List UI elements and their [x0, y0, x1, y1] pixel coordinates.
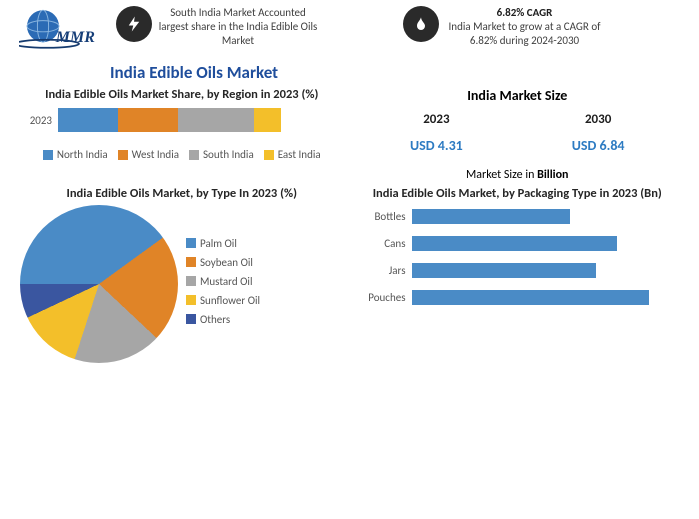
packaging-bar-fill: [412, 263, 596, 278]
pie-legend-item: Mustard Oil: [186, 275, 260, 288]
mmr-logo: MMR: [18, 6, 108, 56]
region-legend: North India West India South India East Ind…: [20, 148, 344, 161]
legend-label: East India: [278, 148, 321, 161]
ms-val-0: USD 4.31: [410, 137, 463, 154]
region-legend-item: North India: [43, 148, 108, 161]
callout-south-india: South India Market Accounted largest sha…: [116, 6, 395, 47]
callout-cagr-text: 6.82% CAGR India Market to grow at a CAG…: [445, 6, 605, 47]
callout-cagr: 6.82% CAGR India Market to grow at a CAG…: [403, 6, 682, 47]
legend-swatch: [264, 150, 274, 160]
legend-swatch: [186, 238, 196, 248]
legend-swatch: [186, 295, 196, 305]
region-stack-bar: [58, 108, 344, 132]
type-pie-title: India Edible Oils Market, by Type In 202…: [20, 186, 344, 201]
cagr-lead: 6.82% CAGR: [445, 6, 605, 20]
region-legend-item: East India: [264, 148, 321, 161]
packaging-bar-label: Pouches: [356, 291, 412, 304]
packaging-bar-label: Bottles: [356, 210, 412, 223]
packaging-bar-label: Cans: [356, 237, 412, 250]
packaging-bar-track: [412, 290, 676, 305]
packaging-bars: Bottles Cans Jars Pouches: [356, 205, 680, 321]
market-size-years: 2023 2030: [356, 112, 680, 127]
legend-swatch: [118, 150, 128, 160]
legend-swatch: [43, 150, 53, 160]
legend-label: Sunflower Oil: [200, 294, 260, 307]
legend-swatch: [186, 314, 196, 324]
market-size-panel: India Market Size 2023 2030 USD 4.31 USD…: [350, 85, 686, 184]
svg-text:MMR: MMR: [55, 29, 95, 46]
packaging-bar-track: [412, 209, 676, 224]
market-size-note: Market Size in Billion: [356, 168, 680, 182]
packaging-bar-track: [412, 236, 676, 251]
legend-swatch: [186, 276, 196, 286]
packaging-bar-panel: India Edible Oils Market, by Packaging T…: [350, 184, 686, 365]
type-pie: [20, 205, 178, 363]
packaging-bar-fill: [412, 209, 570, 224]
region-seg-east-india: [254, 108, 281, 132]
packaging-bar-row: Jars: [356, 263, 676, 278]
packaging-bar-row: Pouches: [356, 290, 676, 305]
packaging-bar-row: Bottles: [356, 209, 676, 224]
market-size-values: USD 4.31 USD 6.84: [356, 127, 680, 154]
pie-legend-item: Soybean Oil: [186, 256, 260, 269]
packaging-bar-fill: [412, 236, 618, 251]
cagr-desc: India Market to grow at a CAGR of 6.82% …: [445, 20, 605, 48]
region-row-label: 2023: [20, 114, 58, 127]
packaging-bar-fill: [412, 290, 649, 305]
region-share-panel: India Edible Oils Market Share, by Regio…: [14, 85, 350, 184]
charts-grid: India Edible Oils Market Share, by Regio…: [0, 85, 699, 365]
legend-swatch: [189, 150, 199, 160]
ms-year-0: 2023: [423, 112, 449, 127]
lightning-icon: [116, 6, 152, 42]
legend-label: Palm Oil: [200, 237, 237, 250]
type-pie-legend: Palm Oil Soybean Oil Mustard Oil Sunflower …: [186, 237, 260, 332]
ms-note-bold: Billion: [537, 168, 568, 182]
ms-year-1: 2030: [585, 112, 611, 127]
legend-swatch: [186, 257, 196, 267]
callout-south-india-text: South India Market Accounted largest sha…: [158, 6, 318, 47]
packaging-bar-title: India Edible Oils Market, by Packaging T…: [356, 186, 680, 201]
region-stack-row: 2023: [20, 108, 344, 132]
region-seg-south-india: [178, 108, 254, 132]
packaging-bar-label: Jars: [356, 264, 412, 277]
region-share-title: India Edible Oils Market Share, by Regio…: [20, 87, 344, 102]
pie-legend-item: Palm Oil: [186, 237, 260, 250]
packaging-bar-track: [412, 263, 676, 278]
globe-logo-svg: MMR: [19, 7, 107, 55]
header: MMR South India Market Accounted largest…: [0, 0, 699, 60]
pie-legend-item: Others: [186, 313, 260, 326]
type-pie-wrap: Palm Oil Soybean Oil Mustard Oil Sunflower …: [20, 205, 344, 363]
ms-note-prefix: Market Size in: [466, 168, 537, 182]
region-seg-west-india: [118, 108, 178, 132]
pie-legend-item: Sunflower Oil: [186, 294, 260, 307]
ms-val-1: USD 6.84: [572, 137, 625, 154]
legend-label: West India: [132, 148, 179, 161]
legend-label: Soybean Oil: [200, 256, 253, 269]
legend-label: Others: [200, 313, 230, 326]
type-pie-panel: India Edible Oils Market, by Type In 202…: [14, 184, 350, 365]
flame-icon: [403, 6, 439, 42]
region-legend-item: West India: [118, 148, 179, 161]
packaging-bar-row: Cans: [356, 236, 676, 251]
legend-label: Mustard Oil: [200, 275, 252, 288]
market-size-title: India Market Size: [356, 87, 680, 104]
region-seg-north-india: [58, 108, 118, 132]
region-legend-item: South India: [189, 148, 254, 161]
legend-label: South India: [203, 148, 254, 161]
main-title: India Edible Oils Market: [0, 60, 699, 85]
legend-label: North India: [57, 148, 108, 161]
